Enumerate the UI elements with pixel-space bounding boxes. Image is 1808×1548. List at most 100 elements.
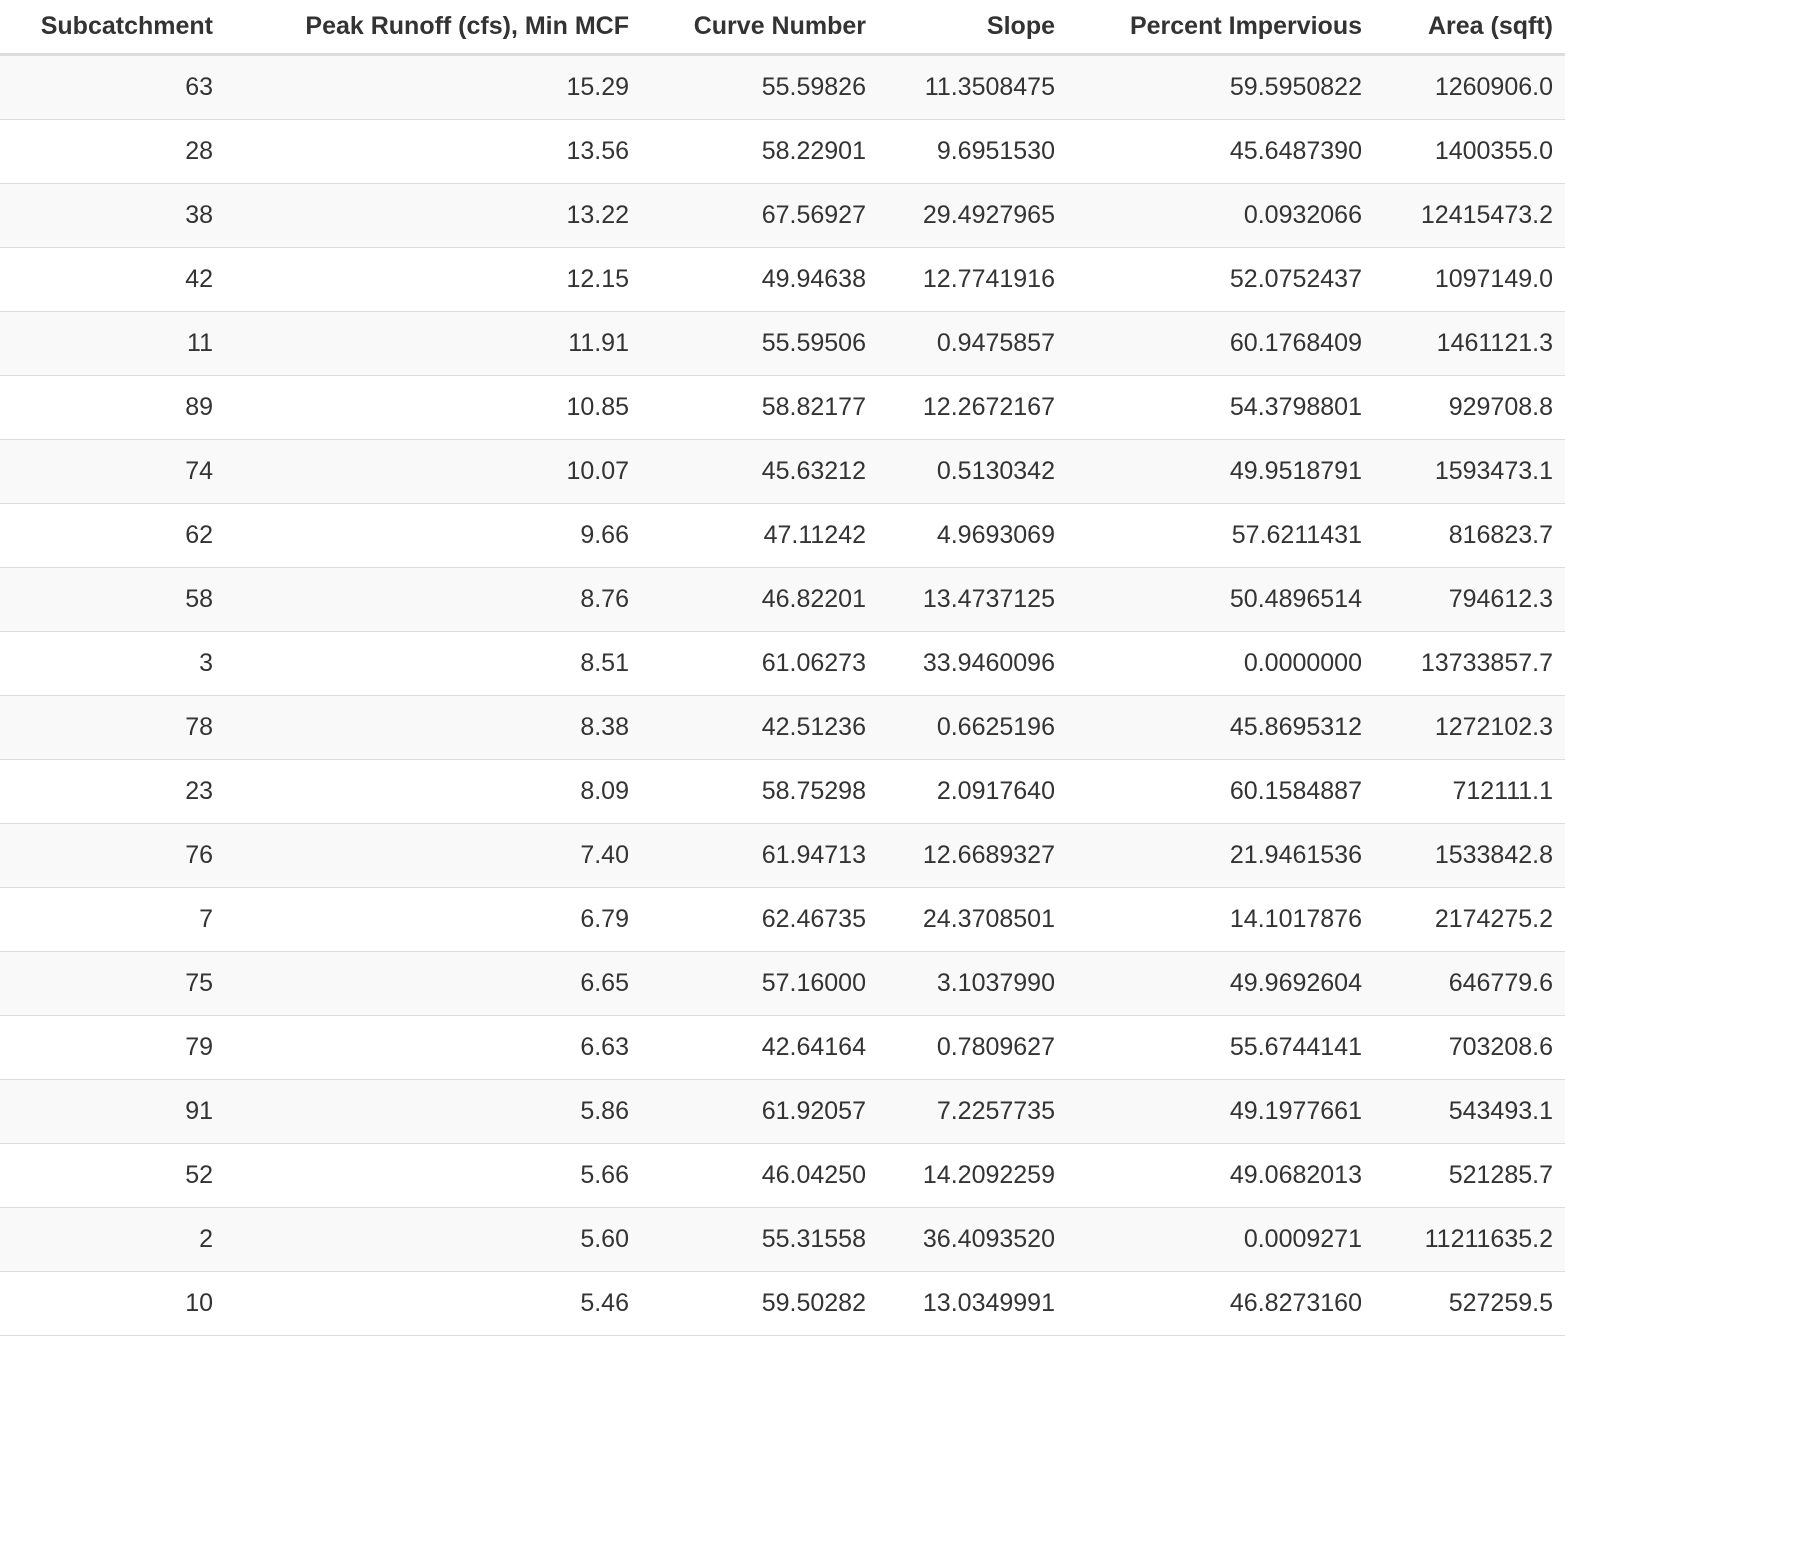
table-row: 10 5.46 59.50282 13.0349991 46.8273160 527259… bbox=[0, 1271, 1565, 1336]
slope-cell: 11.3508475 bbox=[878, 54, 1067, 120]
table-row: 74 10.07 45.63212 0.5130342 49.9518791 159347… bbox=[0, 439, 1565, 504]
curve-number-cell: 55.59826 bbox=[641, 54, 878, 120]
percent-impervious-cell: 54.3798801 bbox=[1067, 375, 1374, 440]
curve-number-cell: 61.06273 bbox=[641, 631, 878, 696]
slope-cell: 0.5130342 bbox=[878, 439, 1067, 504]
table-row: 11 11.91 55.59506 0.9475857 60.1768409 146112… bbox=[0, 311, 1565, 376]
area-cell: 794612.3 bbox=[1374, 567, 1565, 632]
header-area[interactable]: Area (sqft) bbox=[1374, 0, 1565, 56]
subcatchment-cell: 63 bbox=[0, 54, 225, 120]
subcatchment-cell: 38 bbox=[0, 183, 225, 248]
subcatchment-cell: 74 bbox=[0, 439, 225, 504]
table-row: 3 8.51 61.06273 33.9460096 0.0000000 13733857… bbox=[0, 631, 1565, 696]
table-body: 63 15.29 55.59826 11.3508475 59.5950822 12609… bbox=[0, 54, 1565, 1336]
area-cell: 13733857.7 bbox=[1374, 631, 1565, 696]
curve-number-cell: 46.82201 bbox=[641, 567, 878, 632]
area-cell: 646779.6 bbox=[1374, 951, 1565, 1016]
slope-cell: 0.9475857 bbox=[878, 311, 1067, 376]
subcatchment-cell: 42 bbox=[0, 247, 225, 312]
area-cell: 1260906.0 bbox=[1374, 54, 1565, 120]
header-row: Subcatchment Peak Runoff (cfs), Min MCF … bbox=[0, 0, 1565, 56]
area-cell: 1461121.3 bbox=[1374, 311, 1565, 376]
subcatchment-cell: 91 bbox=[0, 1079, 225, 1144]
header-subcatchment[interactable]: Subcatchment bbox=[0, 0, 225, 56]
curve-number-cell: 55.59506 bbox=[641, 311, 878, 376]
header-slope[interactable]: Slope bbox=[878, 0, 1067, 56]
table-row: 76 7.40 61.94713 12.6689327 21.9461536 153384… bbox=[0, 823, 1565, 888]
slope-cell: 33.9460096 bbox=[878, 631, 1067, 696]
percent-impervious-cell: 49.9692604 bbox=[1067, 951, 1374, 1016]
curve-number-cell: 47.11242 bbox=[641, 503, 878, 568]
percent-impervious-cell: 45.6487390 bbox=[1067, 119, 1374, 184]
area-cell: 521285.7 bbox=[1374, 1143, 1565, 1208]
slope-cell: 24.3708501 bbox=[878, 887, 1067, 952]
table-row: 62 9.66 47.11242 4.9693069 57.6211431 816823.… bbox=[0, 503, 1565, 568]
percent-impervious-cell: 60.1584887 bbox=[1067, 759, 1374, 824]
peak-runoff-cell: 11.91 bbox=[225, 311, 641, 376]
peak-runoff-cell: 8.76 bbox=[225, 567, 641, 632]
curve-number-cell: 58.82177 bbox=[641, 375, 878, 440]
area-cell: 1400355.0 bbox=[1374, 119, 1565, 184]
subcatchment-cell: 2 bbox=[0, 1207, 225, 1272]
table-row: 79 6.63 42.64164 0.7809627 55.6744141 703208.… bbox=[0, 1015, 1565, 1080]
curve-number-cell: 46.04250 bbox=[641, 1143, 878, 1208]
slope-cell: 12.2672167 bbox=[878, 375, 1067, 440]
peak-runoff-cell: 5.86 bbox=[225, 1079, 641, 1144]
slope-cell: 2.0917640 bbox=[878, 759, 1067, 824]
peak-runoff-cell: 5.46 bbox=[225, 1271, 641, 1336]
subcatchment-cell: 52 bbox=[0, 1143, 225, 1208]
curve-number-cell: 55.31558 bbox=[641, 1207, 878, 1272]
area-cell: 2174275.2 bbox=[1374, 887, 1565, 952]
slope-cell: 7.2257735 bbox=[878, 1079, 1067, 1144]
peak-runoff-cell: 9.66 bbox=[225, 503, 641, 568]
percent-impervious-cell: 21.9461536 bbox=[1067, 823, 1374, 888]
subcatchment-cell: 28 bbox=[0, 119, 225, 184]
area-cell: 543493.1 bbox=[1374, 1079, 1565, 1144]
percent-impervious-cell: 57.6211431 bbox=[1067, 503, 1374, 568]
percent-impervious-cell: 60.1768409 bbox=[1067, 311, 1374, 376]
slope-cell: 12.6689327 bbox=[878, 823, 1067, 888]
header-percent-impervious[interactable]: Percent Impervious bbox=[1067, 0, 1374, 56]
table-row: 58 8.76 46.82201 13.4737125 50.4896514 794612… bbox=[0, 567, 1565, 632]
subcatchment-cell: 75 bbox=[0, 951, 225, 1016]
slope-cell: 4.9693069 bbox=[878, 503, 1067, 568]
percent-impervious-cell: 55.6744141 bbox=[1067, 1015, 1374, 1080]
peak-runoff-cell: 12.15 bbox=[225, 247, 641, 312]
percent-impervious-cell: 14.1017876 bbox=[1067, 887, 1374, 952]
percent-impervious-cell: 49.1977661 bbox=[1067, 1079, 1374, 1144]
percent-impervious-cell: 46.8273160 bbox=[1067, 1271, 1374, 1336]
peak-runoff-cell: 8.51 bbox=[225, 631, 641, 696]
table-row: 42 12.15 49.94638 12.7741916 52.0752437 10971… bbox=[0, 247, 1565, 312]
table-header: Subcatchment Peak Runoff (cfs), Min MCF … bbox=[0, 0, 1565, 56]
area-cell: 12415473.2 bbox=[1374, 183, 1565, 248]
slope-cell: 3.1037990 bbox=[878, 951, 1067, 1016]
subcatchment-cell: 62 bbox=[0, 503, 225, 568]
subcatchment-cell: 89 bbox=[0, 375, 225, 440]
curve-number-cell: 42.51236 bbox=[641, 695, 878, 760]
table-row: 63 15.29 55.59826 11.3508475 59.5950822 12609… bbox=[0, 54, 1565, 120]
peak-runoff-cell: 10.85 bbox=[225, 375, 641, 440]
header-peak-runoff[interactable]: Peak Runoff (cfs), Min MCF bbox=[225, 0, 641, 56]
subcatchment-cell: 79 bbox=[0, 1015, 225, 1080]
curve-number-cell: 61.92057 bbox=[641, 1079, 878, 1144]
table-row: 78 8.38 42.51236 0.6625196 45.8695312 1272102… bbox=[0, 695, 1565, 760]
curve-number-cell: 45.63212 bbox=[641, 439, 878, 504]
peak-runoff-cell: 8.38 bbox=[225, 695, 641, 760]
subcatchment-results-table: Subcatchment Peak Runoff (cfs), Min MCF … bbox=[0, 0, 1565, 1336]
area-cell: 816823.7 bbox=[1374, 503, 1565, 568]
curve-number-cell: 67.56927 bbox=[641, 183, 878, 248]
percent-impervious-cell: 0.0009271 bbox=[1067, 1207, 1374, 1272]
table-row: 2 5.60 55.31558 36.4093520 0.0009271 11211635… bbox=[0, 1207, 1565, 1272]
percent-impervious-cell: 0.0000000 bbox=[1067, 631, 1374, 696]
subcatchment-cell: 11 bbox=[0, 311, 225, 376]
peak-runoff-cell: 7.40 bbox=[225, 823, 641, 888]
subcatchment-cell: 3 bbox=[0, 631, 225, 696]
curve-number-cell: 62.46735 bbox=[641, 887, 878, 952]
subcatchment-cell: 78 bbox=[0, 695, 225, 760]
subcatchment-cell: 10 bbox=[0, 1271, 225, 1336]
area-cell: 1533842.8 bbox=[1374, 823, 1565, 888]
slope-cell: 14.2092259 bbox=[878, 1143, 1067, 1208]
header-curve-number[interactable]: Curve Number bbox=[641, 0, 878, 56]
curve-number-cell: 42.64164 bbox=[641, 1015, 878, 1080]
